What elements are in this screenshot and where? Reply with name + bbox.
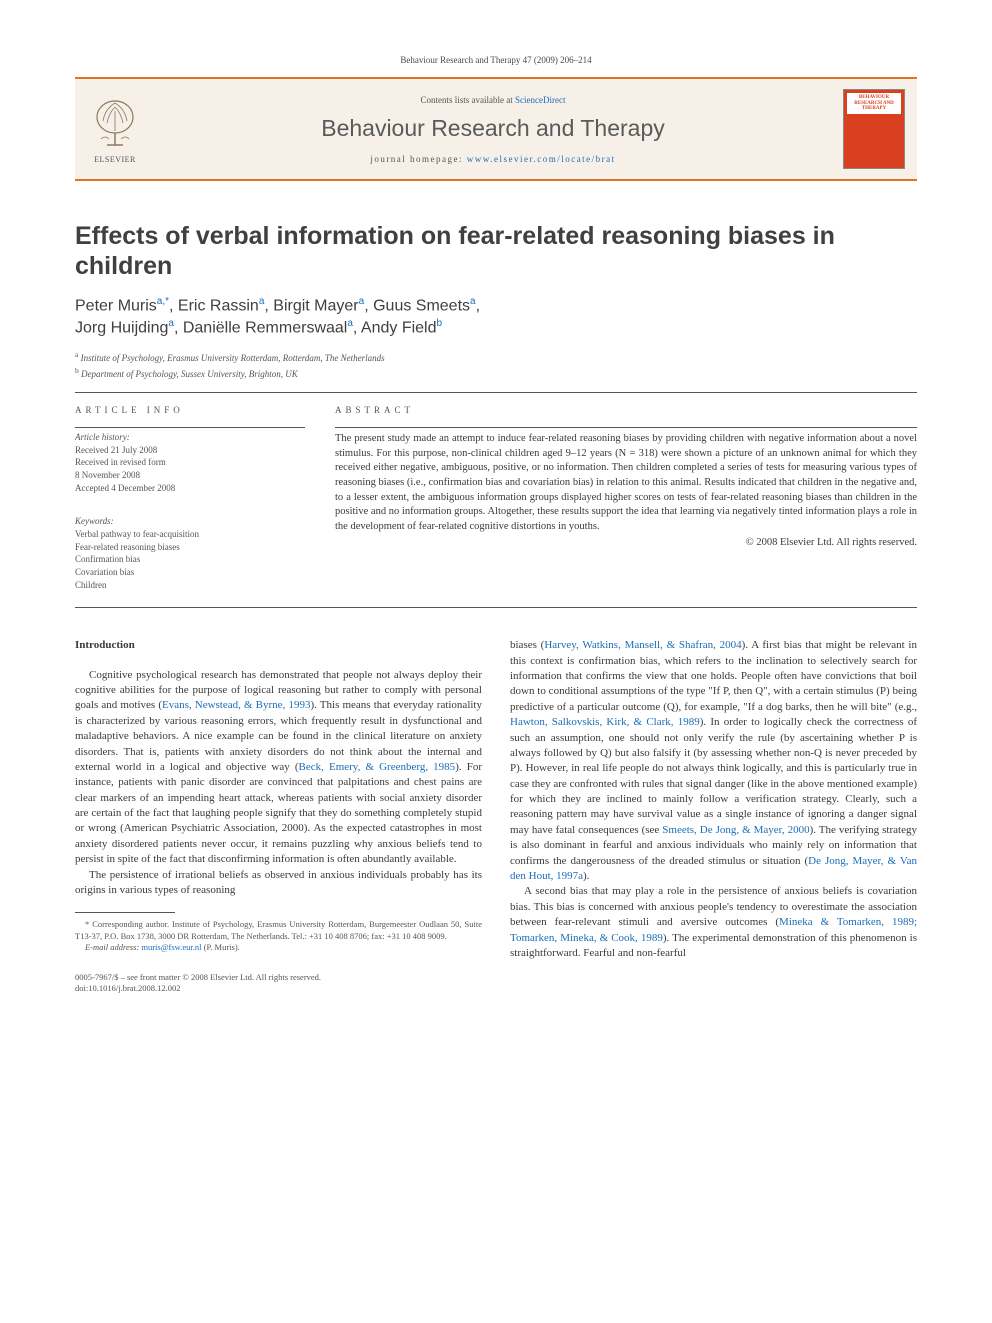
- keyword: Confirmation bias: [75, 553, 305, 566]
- citation-link[interactable]: Beck, Emery, & Greenberg, 1985: [299, 761, 456, 773]
- article-info-label: ARTICLE INFO: [75, 405, 305, 415]
- author-2: , Eric Rassin: [169, 297, 259, 314]
- divider: [75, 607, 917, 608]
- author-3: , Birgit Mayer: [264, 297, 358, 314]
- abstract-copyright: © 2008 Elsevier Ltd. All rights reserved…: [335, 537, 917, 548]
- homepage-link[interactable]: www.elsevier.com/locate/brat: [467, 154, 616, 164]
- col-right: biases (Harvey, Watkins, Mansell, & Shaf…: [510, 638, 917, 995]
- col-left: Introduction Cognitive psychological res…: [75, 638, 482, 995]
- comma: ,: [476, 297, 480, 314]
- author-7-sup: b: [437, 318, 443, 329]
- email-link[interactable]: muris@fsw.eur.nl: [141, 942, 201, 952]
- email-suffix: (P. Muris).: [202, 942, 240, 952]
- author-5: Jorg Huijding: [75, 319, 168, 336]
- corresponding-author-note: * Corresponding author. Institute of Psy…: [75, 919, 482, 942]
- intro-heading: Introduction: [75, 638, 482, 653]
- keywords-label: Keywords:: [75, 516, 305, 526]
- contents-prefix: Contents lists available at: [421, 95, 515, 105]
- citation-link[interactable]: Evans, Newstead, & Byrne, 1993: [162, 699, 310, 711]
- footnote-separator: [75, 912, 175, 913]
- accepted: Accepted 4 December 2008: [75, 482, 305, 495]
- elsevier-label: ELSEVIER: [87, 155, 143, 164]
- keyword: Covariation bias: [75, 566, 305, 579]
- email-label: E-mail address:: [85, 942, 141, 952]
- elsevier-block: ELSEVIER: [87, 95, 143, 164]
- affiliations: a Institute of Psychology, Erasmus Unive…: [75, 349, 917, 382]
- journal-cover-thumb: BEHAVIOUR RESEARCH AND THERAPY: [843, 89, 905, 169]
- article-info-col: ARTICLE INFO Article history: Received 2…: [75, 405, 305, 591]
- meta-row: ARTICLE INFO Article history: Received 2…: [75, 405, 917, 591]
- paragraph: The persistence of irrational beliefs as…: [75, 868, 482, 899]
- cover-title: BEHAVIOUR RESEARCH AND THERAPY: [847, 93, 901, 114]
- paragraph: A second bias that may play a role in th…: [510, 884, 917, 961]
- divider: [335, 427, 917, 428]
- abstract-label: ABSTRACT: [335, 405, 917, 415]
- author-1: Peter Muris: [75, 297, 157, 314]
- paragraph: biases (Harvey, Watkins, Mansell, & Shaf…: [510, 638, 917, 884]
- paragraph: Cognitive psychological research has dem…: [75, 668, 482, 868]
- header-center: Contents lists available at ScienceDirec…: [143, 95, 843, 164]
- revised: Received in revised form: [75, 456, 305, 469]
- journal-title: Behaviour Research and Therapy: [153, 115, 833, 142]
- revised-date: 8 November 2008: [75, 469, 305, 482]
- citation-link[interactable]: Hawton, Salkovskis, Kirk, & Clark, 1989: [510, 716, 700, 728]
- author-6: , Daniëlle Remmerswaal: [174, 319, 347, 336]
- keyword: Verbal pathway to fear-acquisition: [75, 528, 305, 541]
- journal-citation: Behaviour Research and Therapy 47 (2009)…: [75, 55, 917, 65]
- history-label: Article history:: [75, 432, 305, 442]
- sciencedirect-link[interactable]: ScienceDirect: [515, 95, 565, 105]
- keyword: Fear-related reasoning biases: [75, 541, 305, 554]
- contents-line: Contents lists available at ScienceDirec…: [153, 95, 833, 105]
- affiliation-a: Institute of Psychology, Erasmus Univers…: [81, 353, 385, 363]
- journal-header-box: ELSEVIER Contents lists available at Sci…: [75, 77, 917, 181]
- citation-link[interactable]: Harvey, Watkins, Mansell, & Shafran, 200…: [544, 639, 741, 651]
- footer-doi: doi:10.1016/j.brat.2008.12.002: [75, 983, 482, 994]
- received: Received 21 July 2008: [75, 444, 305, 457]
- homepage-prefix: journal homepage:: [370, 154, 466, 164]
- journal-homepage: journal homepage: www.elsevier.com/locat…: [153, 154, 833, 164]
- authors: Peter Murisa,*, Eric Rassina, Birgit May…: [75, 295, 917, 339]
- body-columns: Introduction Cognitive psychological res…: [75, 638, 917, 995]
- elsevier-tree-icon: [87, 95, 143, 155]
- citation-link[interactable]: Smeets, De Jong, & Mayer, 2000: [662, 824, 809, 836]
- divider: [75, 392, 917, 393]
- author-4: , Guus Smeets: [364, 297, 470, 314]
- author-1-sup: a,*: [157, 296, 169, 307]
- keyword: Children: [75, 579, 305, 592]
- article-title: Effects of verbal information on fear-re…: [75, 221, 917, 281]
- author-7: , Andy Field: [353, 319, 437, 336]
- page: Behaviour Research and Therapy 47 (2009)…: [0, 0, 992, 1035]
- email-note: E-mail address: muris@fsw.eur.nl (P. Mur…: [75, 942, 482, 953]
- footer-copyright: 0005-7967/$ – see front matter © 2008 El…: [75, 972, 482, 983]
- divider: [75, 427, 305, 428]
- abstract-text: The present study made an attempt to ind…: [335, 432, 917, 535]
- abstract-col: ABSTRACT The present study made an attem…: [335, 405, 917, 591]
- affiliation-b: Department of Psychology, Sussex Univers…: [81, 369, 298, 379]
